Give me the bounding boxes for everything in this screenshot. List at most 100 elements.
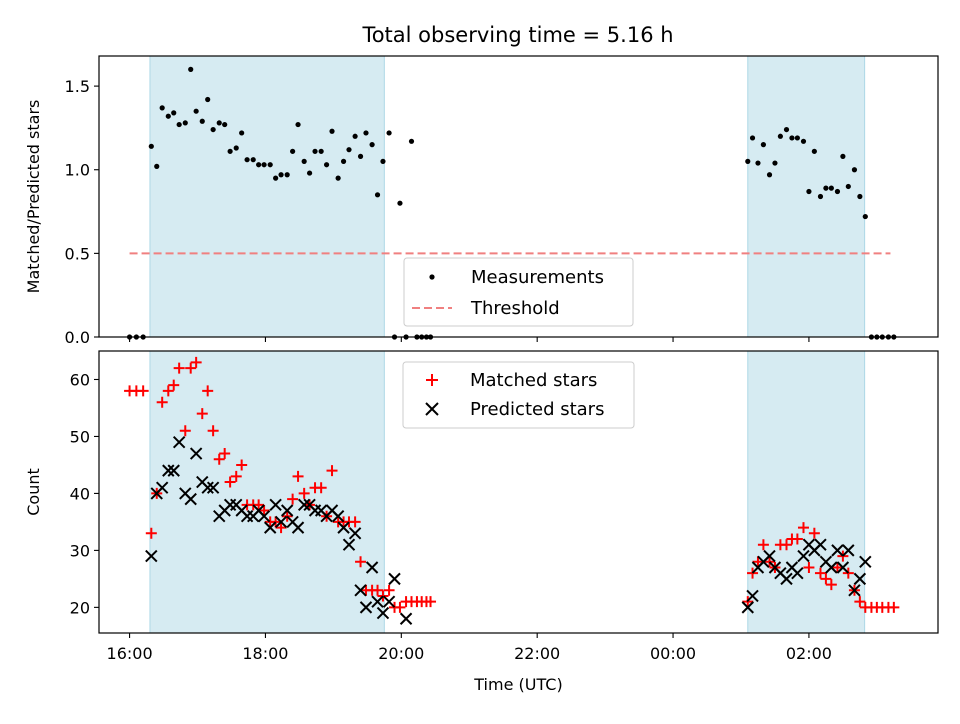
measurement-point (811, 148, 817, 154)
measurement-point (306, 170, 313, 176)
matched-stars-point (377, 590, 389, 602)
matched-stars-point (224, 476, 236, 488)
measurement-point (148, 143, 154, 149)
predicted-stars-point (371, 595, 384, 608)
predicted-stars-point (836, 561, 850, 574)
measurement-point (794, 135, 800, 141)
predicted-stars-point (342, 538, 356, 551)
predicted-stars-point (746, 589, 759, 603)
measurement-point (239, 130, 245, 136)
measurement-point (171, 110, 177, 116)
y-tick-label: 40 (70, 484, 90, 503)
y-tick-label: 60 (70, 370, 90, 389)
matched-stars-point (207, 425, 219, 437)
measurement-point (783, 126, 790, 133)
predicted-stars-point (741, 601, 754, 614)
measurement-point (845, 183, 851, 190)
x-tick-label: 18:00 (242, 644, 288, 663)
predicted-stars-point (825, 561, 838, 574)
matched-stars-point (747, 567, 759, 579)
predicted-stars-point (388, 572, 401, 586)
measurement-point (290, 148, 296, 154)
shaded-interval (149, 56, 385, 337)
predicted-stars-point (376, 606, 390, 620)
predicted-stars-point (274, 515, 288, 529)
measurement-point (250, 157, 256, 163)
measurement-point (363, 130, 369, 136)
measurement-point (154, 163, 160, 169)
top-axes: 0.0 0.5 1.0 1.5 Matched/Predicted stars (24, 55, 939, 347)
matched-stars-point (258, 505, 270, 517)
measurement-point (340, 158, 347, 164)
predicted-stars-point (359, 601, 373, 614)
shaded-interval (149, 351, 385, 633)
measurement-point (222, 121, 228, 128)
chart-title: Total observing time = 5.16 h (361, 23, 673, 47)
predicted-stars-point (167, 464, 180, 477)
matched-stars-point (168, 379, 180, 391)
matched-stars-point (162, 385, 174, 397)
predicted-stars-point (280, 504, 294, 517)
matched-stars-point (213, 453, 225, 465)
matched-stars-point (287, 493, 299, 505)
top-legend: Measurements Threshold (403, 257, 634, 327)
legend-threshold-label: Threshold (470, 298, 560, 319)
y-tick-label: 30 (70, 541, 90, 560)
measurement-point (233, 145, 239, 151)
predicted-stars-point (848, 584, 861, 597)
measurement-point (210, 126, 216, 133)
matched-stars-point (820, 573, 832, 585)
predicted-stars-point (184, 492, 197, 506)
matched-stars-point (270, 516, 282, 528)
predicted-stars-point (201, 481, 214, 494)
measurement-point (397, 200, 403, 206)
matched-stars-point (791, 533, 803, 545)
predicted-stars-point (859, 555, 872, 568)
predicted-stars-point (814, 538, 827, 551)
measurement-point (806, 188, 812, 195)
plot-frame (98, 350, 939, 634)
measurement-point (216, 120, 222, 126)
bottom-axes: 20 30 40 50 60 16:00 18:00 20:00 22:00 00:00 02:00… (24, 350, 939, 694)
measurement-point (267, 162, 273, 168)
x-tick-label: 22:00 (514, 644, 560, 663)
measurement-point (749, 135, 756, 141)
legend-box (402, 361, 635, 429)
y-tick-label: 1.0 (65, 161, 90, 180)
matched-stars-point (173, 362, 185, 374)
measurement-point (176, 121, 182, 128)
measurement-point (851, 167, 858, 173)
matched-stars-point (825, 579, 837, 591)
predicted-stars-point (269, 498, 282, 512)
matched-stars-point (190, 356, 202, 368)
y-axis-label: Count (24, 468, 43, 516)
measurement-point (346, 147, 352, 153)
predicted-stars-point (206, 481, 220, 494)
top-panel: 0.0 0.5 1.0 1.5 Matched/Predicted stars Meas… (24, 55, 939, 347)
measurement-point (278, 172, 284, 178)
y-tick-label: 1.5 (65, 77, 90, 96)
matched-stars-point (236, 459, 248, 471)
predicted-stars-point (348, 527, 362, 540)
matched-stars-point (842, 567, 854, 579)
predicted-stars-point (763, 549, 776, 563)
measurement-point (817, 193, 824, 200)
matched-stars-point (757, 539, 769, 551)
x-axis-label: Time (UTC) (473, 675, 562, 694)
matched-stars-point (253, 499, 265, 511)
measurement-point (199, 118, 205, 124)
measurement-point (301, 158, 307, 164)
predicted-stars-point (331, 510, 345, 523)
measurement-point (380, 158, 386, 164)
predicted-stars-point (189, 447, 203, 460)
measurement-point (766, 172, 773, 178)
matched-stars-point (219, 448, 231, 460)
top-shaded-regions (149, 56, 866, 337)
matched-stars-point (764, 556, 776, 568)
matched-stars-point (281, 510, 293, 522)
matched-stars-point (202, 385, 214, 397)
measurement-point (227, 148, 233, 154)
matched-stars-point (888, 601, 900, 613)
matched-stars-point (425, 596, 437, 608)
